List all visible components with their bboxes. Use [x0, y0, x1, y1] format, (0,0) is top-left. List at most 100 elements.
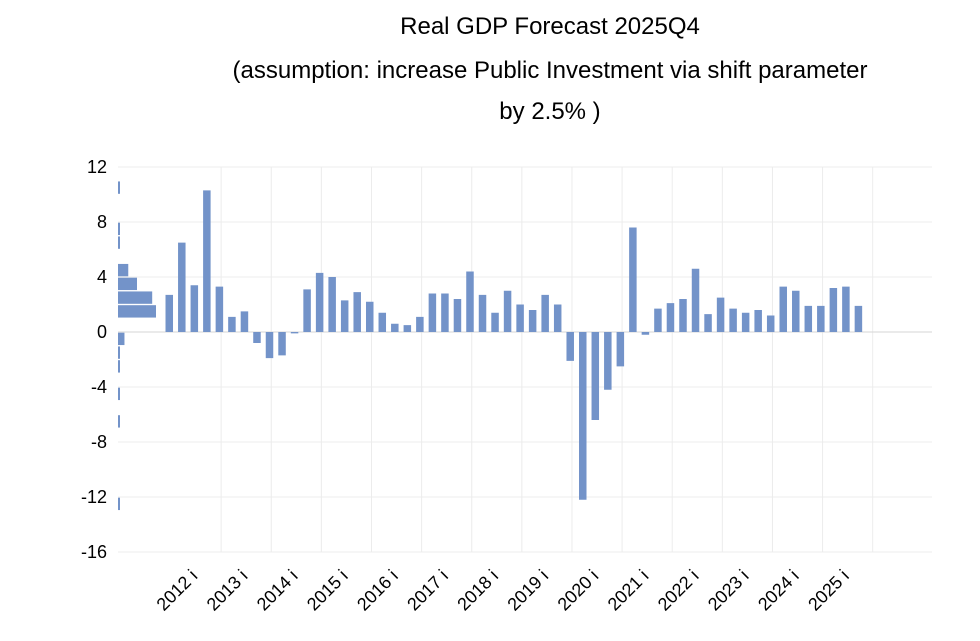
bar-46	[741, 312, 750, 332]
distribution-bar-4	[118, 277, 137, 291]
bar-6	[240, 311, 249, 332]
distribution-bar-6	[118, 305, 156, 318]
x-axis-ticks: 2012 i 2013 i 2014 i 2015 i 2016 i 2017 i 2018…	[153, 566, 853, 615]
bar-5	[228, 316, 236, 332]
x-tick-label-13: 2025 i	[804, 566, 853, 615]
bar-43	[704, 314, 712, 332]
x-tick-label-0: 2012 i	[153, 566, 202, 615]
bar-16	[365, 301, 374, 332]
bar-12	[315, 272, 324, 332]
bar-19	[403, 325, 412, 332]
bar-37	[629, 227, 637, 332]
x-tick-label-5: 2017 i	[403, 566, 452, 615]
bar-9	[278, 332, 286, 356]
y-tick-label-2: 4	[97, 267, 107, 287]
gridlines	[118, 166, 932, 553]
bar-21	[428, 293, 437, 332]
data-bars	[165, 190, 863, 500]
chart-title-line-1: Real GDP Forecast 2025Q4	[400, 13, 700, 40]
bar-8	[265, 332, 274, 359]
bar-24	[466, 271, 474, 332]
bar-17	[378, 312, 387, 332]
bar-29	[528, 310, 537, 332]
bar-23	[453, 299, 462, 332]
distribution-bars	[118, 181, 156, 511]
distribution-bar-9	[118, 360, 120, 373]
distribution-bar-8	[118, 346, 120, 359]
bar-31	[553, 304, 562, 332]
y-tick-label-1: 8	[97, 212, 107, 232]
y-tick-label-6: -12	[81, 487, 107, 507]
x-tick-label-8: 2020 i	[554, 566, 603, 615]
distribution-bar-2	[118, 236, 120, 249]
distribution-bar-1	[118, 222, 120, 236]
bar-25	[478, 294, 487, 332]
bar-0	[165, 294, 174, 332]
bar-35	[604, 332, 612, 390]
bar-51	[804, 305, 813, 332]
x-tick-label-7: 2019 i	[503, 566, 552, 615]
bar-32	[566, 332, 574, 361]
distribution-bar-11	[118, 415, 120, 428]
distribution-bar-3	[118, 263, 129, 277]
bar-40	[666, 303, 675, 332]
y-tick-label-7: -16	[81, 542, 107, 562]
y-tick-label-0: 12	[87, 157, 107, 177]
bar-20	[416, 316, 424, 332]
x-tick-label-11: 2023 i	[704, 566, 753, 615]
y-tick-label-4: -4	[91, 377, 107, 397]
bar-22	[441, 293, 449, 332]
bar-49	[779, 286, 787, 332]
bar-45	[729, 308, 737, 332]
x-tick-label-6: 2018 i	[453, 566, 502, 615]
bar-26	[491, 312, 499, 332]
bar-33	[579, 332, 587, 500]
bar-13	[328, 277, 336, 332]
y-axis-ticks: 12 8 4 0 -4 -8 -12 -16	[81, 157, 107, 562]
bar-36	[616, 332, 625, 367]
bar-38	[641, 332, 650, 335]
bar-15	[353, 292, 361, 332]
bar-44	[716, 297, 725, 332]
bar-27	[503, 290, 512, 332]
x-tick-label-12: 2024 i	[754, 566, 803, 615]
bar-52	[817, 305, 825, 332]
bar-3	[203, 190, 211, 332]
y-tick-label-5: -8	[91, 432, 107, 452]
bar-14	[340, 300, 349, 332]
x-tick-label-2: 2014 i	[253, 566, 302, 615]
bar-4	[215, 286, 224, 332]
bar-30	[541, 294, 549, 332]
bar-34	[591, 332, 600, 420]
distribution-bar-0	[118, 181, 120, 194]
distribution-bar-5	[118, 291, 153, 304]
bar-39	[654, 308, 662, 332]
bar-50	[792, 290, 800, 332]
bar-1	[178, 242, 186, 332]
chart-title-line-3: by 2.5% )	[499, 98, 601, 125]
distribution-bar-12	[118, 497, 120, 511]
x-tick-label-9: 2021 i	[604, 566, 653, 615]
x-tick-label-4: 2016 i	[353, 566, 402, 615]
bar-18	[391, 323, 399, 332]
x-tick-label-3: 2015 i	[303, 566, 352, 615]
bar-7	[253, 332, 261, 343]
bar-42	[691, 268, 700, 332]
distribution-bar-7	[118, 332, 125, 346]
x-tick-label-1: 2013 i	[203, 566, 252, 615]
x-tick-label-10: 2022 i	[654, 566, 703, 615]
bar-11	[303, 289, 311, 332]
bar-47	[754, 310, 762, 332]
bar-10	[290, 332, 299, 334]
distribution-bar-10	[118, 387, 120, 401]
y-tick-label-3: 0	[97, 322, 107, 342]
bar-53	[829, 288, 838, 332]
bar-54	[842, 286, 850, 332]
bar-55	[854, 305, 863, 332]
bar-28	[516, 304, 524, 332]
bar-48	[766, 315, 775, 332]
bar-41	[679, 299, 687, 332]
bar-2	[190, 285, 199, 332]
chart-title-line-2: (assumption: increase Public Investment …	[232, 57, 868, 84]
